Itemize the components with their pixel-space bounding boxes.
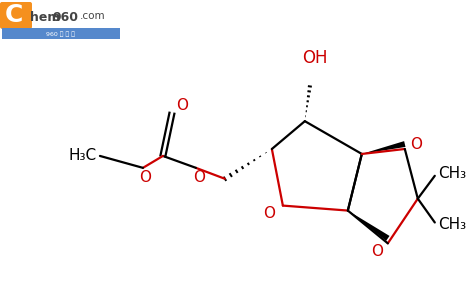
Text: O: O (176, 98, 188, 113)
Text: O: O (193, 170, 205, 185)
Text: O: O (139, 170, 151, 185)
FancyBboxPatch shape (0, 2, 32, 29)
Text: O: O (371, 244, 383, 259)
Text: 960 化 工 网: 960 化 工 网 (46, 31, 75, 37)
Text: O: O (263, 206, 275, 221)
Text: O: O (410, 137, 422, 151)
Polygon shape (348, 211, 390, 241)
Text: C: C (5, 3, 23, 27)
Text: hem: hem (30, 11, 60, 24)
Text: 960: 960 (52, 11, 78, 24)
Text: CH₃: CH₃ (438, 217, 466, 232)
Text: H₃C: H₃C (69, 149, 97, 163)
Text: OH: OH (302, 49, 328, 67)
Bar (2, 28, 120, 39)
Text: .com: .com (80, 11, 106, 21)
Text: CH₃: CH₃ (438, 166, 466, 181)
Polygon shape (362, 141, 405, 154)
